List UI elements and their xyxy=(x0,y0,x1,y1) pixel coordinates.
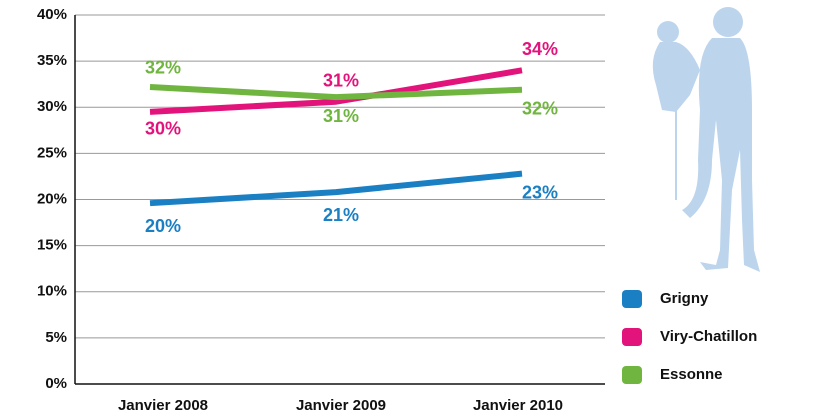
value-label: 21% xyxy=(323,205,359,225)
x-tick-label: Janvier 2008 xyxy=(118,397,208,414)
chart: 0% 5% 10% 15% 20% 25% 30% 35% 40% Janvier 2008 Jan… xyxy=(0,0,813,416)
value-label: 23% xyxy=(522,182,558,202)
legend-marker xyxy=(622,366,642,384)
legend-marker xyxy=(622,328,642,346)
y-tick-label: 10% xyxy=(37,283,67,300)
silhouette xyxy=(653,7,760,272)
y-tick-label: 30% xyxy=(37,98,67,115)
value-label: 34% xyxy=(522,39,558,59)
y-tick-label: 0% xyxy=(45,375,67,392)
y-tick-label: 40% xyxy=(37,6,67,23)
legend-label: Grigny xyxy=(660,290,709,307)
value-label: 30% xyxy=(145,119,181,139)
legend-marker xyxy=(622,290,642,308)
y-tick-label: 20% xyxy=(37,190,67,207)
value-label: 20% xyxy=(145,216,181,236)
value-label: 31% xyxy=(323,70,359,90)
legend-label: Viry-Chatillon xyxy=(660,328,757,345)
value-label: 32% xyxy=(522,98,558,118)
value-label: 31% xyxy=(323,106,359,126)
x-tick-label: Janvier 2010 xyxy=(473,397,563,414)
y-tick-label: 5% xyxy=(45,329,67,346)
page: 0% 5% 10% 15% 20% 25% 30% 35% 40% Janvier 2008 Jan… xyxy=(0,0,813,416)
plot: 0% 5% 10% 15% 20% 25% 30% 35% 40% Janvier 2008 Jan… xyxy=(37,6,757,414)
legend-label: Essonne xyxy=(660,366,723,383)
value-label: 32% xyxy=(145,58,181,78)
line-series xyxy=(150,174,522,204)
y-tick-label: 15% xyxy=(37,237,67,254)
y-tick-label: 35% xyxy=(37,52,67,69)
y-tick-label: 25% xyxy=(37,144,67,161)
x-tick-label: Janvier 2009 xyxy=(296,397,386,414)
